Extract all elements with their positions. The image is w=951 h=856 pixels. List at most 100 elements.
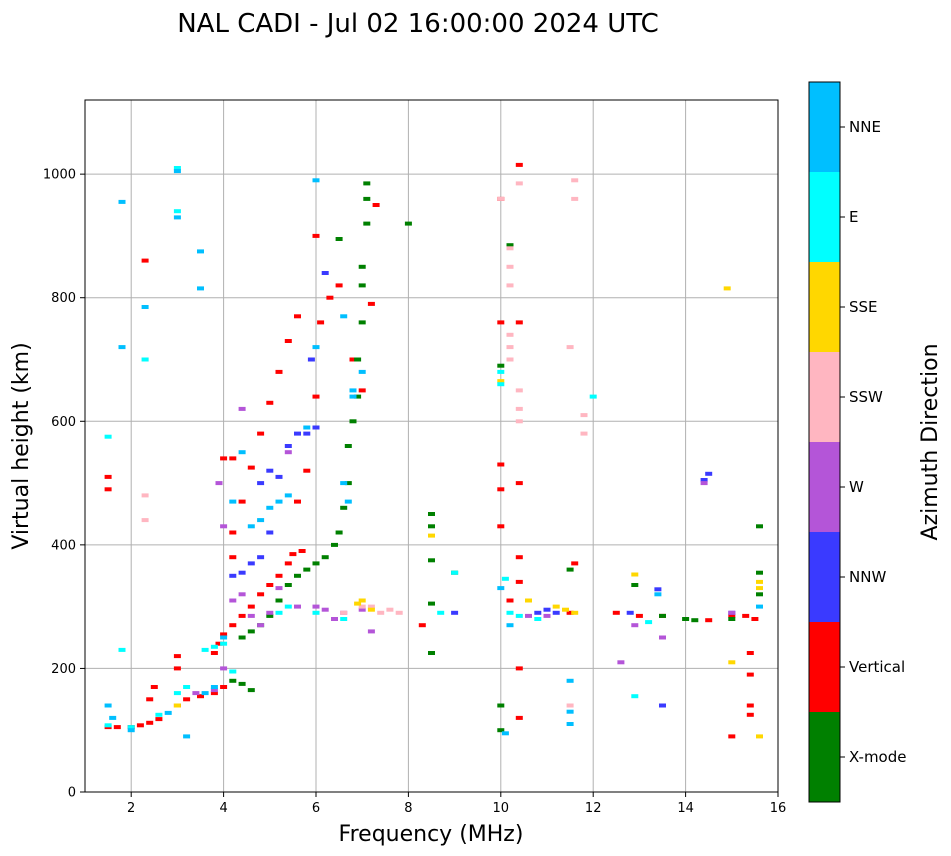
data-point	[631, 572, 639, 577]
data-point	[497, 703, 505, 708]
data-point	[266, 468, 274, 473]
data-point	[534, 617, 542, 621]
data-point	[210, 644, 218, 649]
data-point	[229, 623, 237, 628]
data-point	[372, 203, 380, 207]
data-point	[654, 587, 662, 592]
data-point	[238, 450, 246, 455]
colorbar-segment-ssw	[809, 352, 840, 442]
data-point	[201, 691, 209, 696]
data-point	[266, 505, 274, 510]
data-point	[210, 688, 218, 693]
data-point	[247, 465, 255, 470]
data-point	[506, 623, 514, 628]
data-point	[229, 499, 237, 504]
y-axis-label: Virtual height (km)	[9, 342, 34, 549]
data-point	[515, 320, 523, 325]
data-point	[340, 314, 348, 319]
data-point	[742, 613, 750, 618]
data-point	[220, 641, 228, 646]
data-point	[566, 567, 574, 572]
data-point	[294, 499, 301, 504]
data-point	[275, 586, 283, 591]
data-point	[275, 573, 283, 578]
data-point	[118, 199, 126, 204]
data-point	[571, 178, 579, 183]
data-point	[155, 717, 163, 722]
data-point	[756, 579, 763, 584]
data-point	[331, 542, 338, 547]
data-point	[746, 672, 754, 677]
data-point	[515, 406, 523, 411]
data-point	[229, 456, 237, 461]
colorbar-label: W	[849, 478, 864, 496]
data-point	[580, 413, 588, 418]
data-point	[229, 678, 237, 683]
data-point	[635, 613, 643, 618]
grid-lines	[85, 100, 778, 792]
data-point	[543, 607, 551, 612]
data-point	[358, 369, 366, 374]
x-tick-label: 16	[770, 801, 787, 816]
data-point	[331, 617, 338, 621]
data-point	[275, 369, 283, 374]
data-point	[580, 431, 588, 436]
y-axis-ticks: 0 200 400 600 800 1000	[43, 168, 85, 801]
data-point	[358, 604, 366, 609]
colorbar-label: SSE	[849, 298, 878, 316]
data-point	[146, 720, 154, 725]
data-point	[173, 169, 181, 174]
data-point	[104, 723, 112, 728]
data-point	[257, 623, 265, 628]
plot-frame	[84, 99, 779, 793]
data-point	[294, 314, 301, 319]
data-point	[515, 555, 523, 560]
colorbar-label: Vertical	[849, 658, 905, 676]
data-point	[358, 607, 366, 612]
data-point	[321, 271, 329, 275]
data-point	[506, 246, 514, 251]
data-point	[705, 471, 713, 476]
data-point	[312, 178, 320, 183]
data-point	[229, 530, 237, 535]
data-point	[358, 320, 366, 325]
series-w-points	[192, 406, 736, 696]
data-point	[589, 394, 597, 399]
x-tick-label: 12	[585, 801, 602, 816]
series-sse-points	[173, 286, 763, 739]
data-point	[104, 434, 112, 439]
data-point	[266, 530, 274, 535]
series-nnw-points	[229, 271, 736, 708]
series-e-points	[104, 166, 653, 730]
data-point	[312, 604, 320, 609]
data-point	[497, 363, 505, 368]
data-point	[257, 481, 265, 486]
data-point	[571, 610, 579, 615]
data-point	[515, 481, 523, 486]
data-point	[515, 715, 523, 720]
data-point	[349, 357, 357, 362]
data-point	[312, 425, 320, 430]
data-point	[173, 666, 181, 671]
colorbar: X-mode Vertical NNW W SSW SSE E NNE	[808, 81, 906, 803]
data-point	[146, 697, 154, 702]
series-ssw-points	[141, 178, 588, 708]
data-point	[266, 583, 274, 587]
x-axis-ticks: 2 4 6 8 10 12 14 16	[127, 792, 786, 816]
data-point	[349, 419, 357, 424]
data-point	[349, 394, 357, 399]
data-point	[497, 382, 505, 387]
data-point	[298, 549, 306, 553]
series-vertical-points	[104, 162, 759, 739]
data-point	[294, 573, 301, 578]
data-point	[183, 685, 191, 689]
data-point	[247, 688, 255, 693]
data-point	[173, 215, 181, 220]
data-point	[746, 703, 754, 708]
data-point	[312, 610, 320, 615]
data-point	[173, 209, 181, 214]
data-point	[127, 725, 135, 730]
colorbar-segment-sse	[809, 262, 840, 352]
data-point	[756, 570, 763, 575]
data-point	[525, 613, 532, 618]
